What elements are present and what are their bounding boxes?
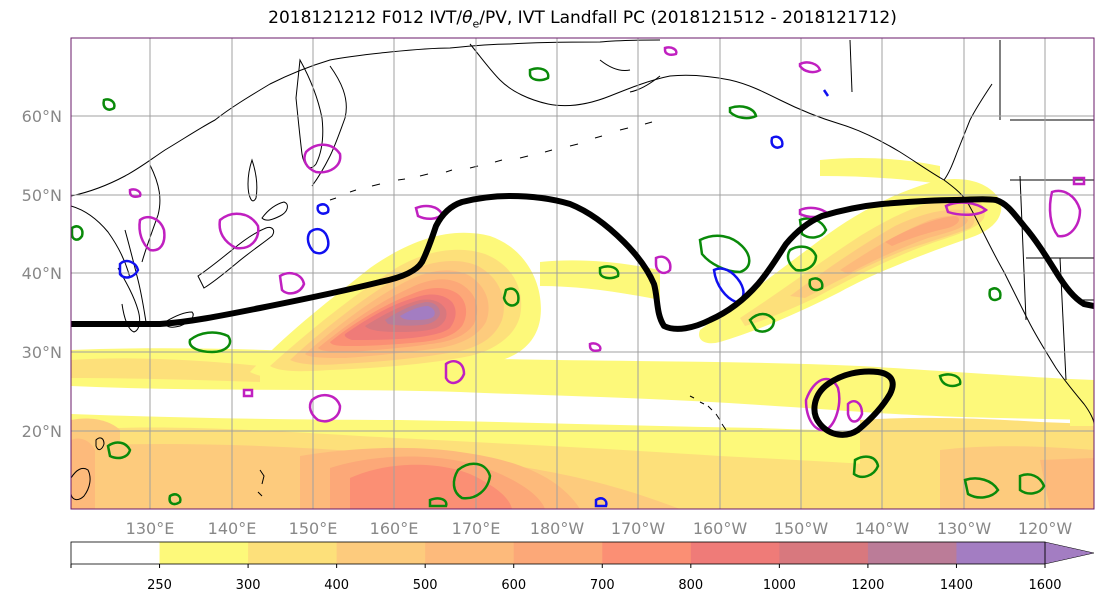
colorbar-tick-label: 500 (413, 578, 438, 593)
colorbar-tick-label: 1600 (1028, 578, 1061, 593)
lon-label-150e: 150°E (289, 519, 338, 538)
colorbar-segment (690, 542, 780, 564)
longitude-labels: 130°E 140°E 150°E 160°E 170°E 180°W 170°… (126, 519, 1073, 538)
title-theta-sub: e (472, 17, 480, 31)
colorbar-tick-label: 1200 (851, 578, 884, 593)
graticule (71, 38, 1094, 509)
lat-label-60: 60°N (22, 107, 62, 126)
lon-label-140e: 140°E (208, 519, 257, 538)
colorbar-segment (867, 542, 957, 564)
colorbar-segment (159, 542, 249, 564)
map-panel (71, 38, 1094, 509)
lon-label-160w: 160°W (693, 519, 748, 538)
colorbar-segment (71, 542, 161, 564)
lat-label-30: 30°N (22, 343, 62, 362)
pv-contours-green (71, 67, 1046, 508)
lon-label-120w: 120°W (1018, 519, 1073, 538)
title-suffix: /PV, IVT Landfall PC (2018121512 - 20181… (479, 8, 897, 28)
colorbar-tick-label: 1400 (940, 578, 973, 593)
colorbar-tick-label: 250 (147, 578, 172, 593)
colorbar-segment (336, 542, 426, 564)
colorbar-segment (602, 542, 692, 564)
pv-contours-magenta (128, 46, 1086, 432)
theta-e-contour (71, 193, 1094, 438)
colorbar-tick-label: 700 (590, 578, 615, 593)
colorbar-tick-label: 1000 (763, 578, 796, 593)
latitude-labels: 60°N 50°N 40°N 30°N 20°N (22, 107, 62, 441)
lon-label-170w: 170°W (611, 519, 666, 538)
colorbar-extend-arrow (1044, 541, 1095, 565)
colorbar-tick-label: 300 (236, 578, 261, 593)
lat-label-20: 20°N (22, 422, 62, 441)
colorbar-tick-label: 600 (501, 578, 526, 593)
colorbar-segment (956, 542, 1046, 564)
colorbar-tick-label: 400 (324, 578, 349, 593)
lon-label-180w: 180°W (530, 519, 585, 538)
figure-title: 2018121212 F012 IVT/θe/PV, IVT Landfall … (0, 8, 1105, 30)
colorbar-tick-label: 800 (678, 578, 703, 593)
lon-label-130w: 130°W (937, 519, 992, 538)
colorbar-segment (513, 542, 603, 564)
lat-label-40: 40°N (22, 264, 62, 283)
map-border (70, 37, 1095, 510)
lon-label-140w: 140°W (855, 519, 910, 538)
lon-label-130e: 130°E (126, 519, 175, 538)
title-prefix: 2018121212 F012 IVT/ (268, 8, 463, 28)
ivt-shading (71, 158, 1094, 509)
ivt-colorbar: 250 300 400 500 600 700 800 1000 1200 1400 1600 (70, 541, 1095, 593)
colorbar-segment (779, 542, 869, 564)
colorbar-segment (248, 542, 338, 564)
lon-label-150w: 150°W (774, 519, 829, 538)
title-theta: θ (462, 8, 473, 28)
lon-label-170e: 170°E (452, 519, 501, 538)
lon-label-160e: 160°E (370, 519, 419, 538)
lat-label-50: 50°N (22, 186, 62, 205)
colorbar-segment (425, 542, 515, 564)
colorbar-frame (70, 541, 1046, 565)
